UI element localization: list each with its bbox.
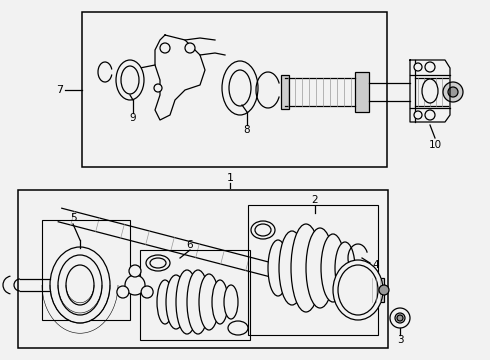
Circle shape <box>414 63 422 71</box>
Ellipse shape <box>116 60 144 100</box>
Circle shape <box>397 315 403 321</box>
Ellipse shape <box>306 228 334 308</box>
Ellipse shape <box>176 270 198 334</box>
Text: 10: 10 <box>428 140 441 150</box>
Circle shape <box>154 84 162 92</box>
Text: 5: 5 <box>70 213 76 223</box>
Ellipse shape <box>166 275 186 329</box>
Bar <box>140 250 250 340</box>
Bar <box>42 220 130 320</box>
Ellipse shape <box>224 285 238 319</box>
Ellipse shape <box>121 66 139 94</box>
Ellipse shape <box>66 265 94 305</box>
Circle shape <box>390 308 410 328</box>
Bar <box>410 78 415 106</box>
Text: 6: 6 <box>187 240 194 250</box>
Circle shape <box>379 285 389 295</box>
Text: 7: 7 <box>56 85 64 95</box>
Ellipse shape <box>228 321 248 335</box>
Circle shape <box>302 272 318 288</box>
Circle shape <box>129 265 141 277</box>
Circle shape <box>306 276 314 284</box>
Ellipse shape <box>50 247 110 323</box>
Bar <box>82 12 387 167</box>
Bar <box>355 72 369 112</box>
Circle shape <box>117 286 129 298</box>
Text: 2: 2 <box>312 195 318 205</box>
Text: 3: 3 <box>397 335 403 345</box>
Ellipse shape <box>335 242 355 294</box>
Text: 9: 9 <box>130 113 136 123</box>
Ellipse shape <box>58 255 102 315</box>
Ellipse shape <box>251 221 275 239</box>
Circle shape <box>141 286 153 298</box>
Ellipse shape <box>150 258 166 268</box>
Circle shape <box>448 87 458 97</box>
Circle shape <box>125 275 145 295</box>
Ellipse shape <box>157 280 173 324</box>
Bar <box>248 205 378 335</box>
Bar <box>370 278 384 302</box>
Circle shape <box>185 43 195 53</box>
Ellipse shape <box>321 234 345 302</box>
Ellipse shape <box>255 224 271 236</box>
Circle shape <box>395 313 405 323</box>
Ellipse shape <box>333 260 383 320</box>
Text: 8: 8 <box>244 125 250 135</box>
Ellipse shape <box>279 231 305 305</box>
Text: 1: 1 <box>226 173 234 183</box>
Bar <box>18 190 388 348</box>
Text: 4: 4 <box>372 260 379 270</box>
Circle shape <box>160 43 170 53</box>
Ellipse shape <box>422 79 438 103</box>
Ellipse shape <box>199 274 219 330</box>
Ellipse shape <box>187 270 209 334</box>
Ellipse shape <box>212 280 228 324</box>
Circle shape <box>425 62 435 72</box>
Ellipse shape <box>146 255 170 271</box>
Circle shape <box>443 82 463 102</box>
Ellipse shape <box>229 70 251 106</box>
Ellipse shape <box>291 224 321 312</box>
Circle shape <box>414 111 422 119</box>
Ellipse shape <box>268 240 288 296</box>
Ellipse shape <box>222 61 258 115</box>
Circle shape <box>425 110 435 120</box>
Ellipse shape <box>338 265 378 315</box>
Bar <box>281 75 289 109</box>
Polygon shape <box>410 60 450 122</box>
